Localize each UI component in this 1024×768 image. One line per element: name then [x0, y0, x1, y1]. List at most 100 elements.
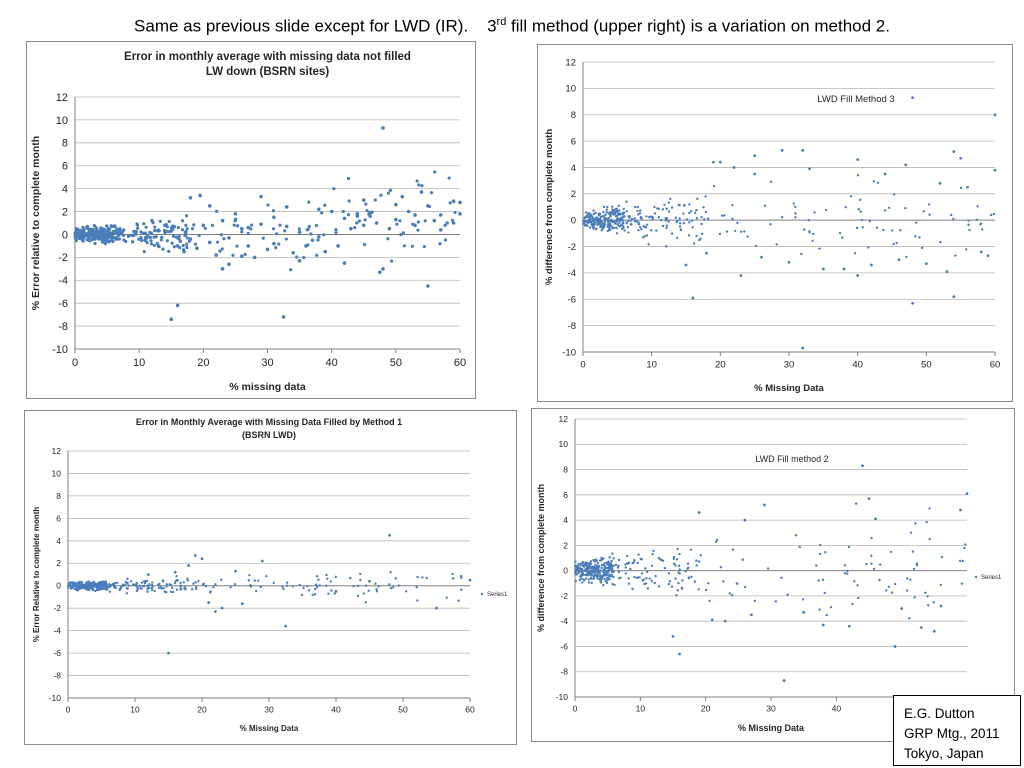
- data-point: [185, 236, 190, 240]
- data-point: [787, 260, 791, 264]
- data-point: [574, 570, 578, 573]
- data-point: [96, 583, 100, 586]
- x-tick-label: 60: [990, 360, 1001, 371]
- data-point: [96, 585, 100, 589]
- data-point: [581, 581, 584, 584]
- data-point: [645, 234, 649, 237]
- data-point: [908, 617, 911, 620]
- data-point: [638, 212, 642, 215]
- data-point: [395, 222, 399, 226]
- data-point: [419, 190, 424, 194]
- data-point: [621, 225, 625, 228]
- data-point: [872, 567, 876, 571]
- data-point: [825, 613, 828, 617]
- data-point: [851, 602, 854, 606]
- chart-subtitle: LW down (BSRN sites): [206, 66, 329, 78]
- data-point: [347, 199, 351, 203]
- data-point: [99, 585, 103, 589]
- data-point: [184, 223, 188, 227]
- data-point: [116, 233, 120, 238]
- data-point: [853, 580, 856, 583]
- data-point: [76, 588, 79, 591]
- data-point: [665, 217, 669, 220]
- data-point: [233, 212, 238, 216]
- data-point: [952, 295, 956, 299]
- data-point: [753, 154, 757, 157]
- data-point: [284, 624, 288, 628]
- y-tick-label: -2: [568, 242, 576, 253]
- data-point: [950, 213, 953, 217]
- data-point: [965, 492, 969, 495]
- data-point: [375, 587, 378, 591]
- data-point: [913, 596, 916, 599]
- data-point: [583, 569, 586, 572]
- data-point: [161, 580, 165, 583]
- data-point: [144, 225, 148, 229]
- data-point: [697, 588, 700, 591]
- data-point: [310, 238, 315, 242]
- data-point: [285, 584, 289, 587]
- data-point: [249, 227, 253, 231]
- data-point: [175, 574, 178, 578]
- data-point: [94, 589, 97, 593]
- data-point: [706, 217, 710, 220]
- data-point: [175, 588, 179, 591]
- data-point: [227, 236, 231, 240]
- data-point: [386, 237, 390, 241]
- data-point: [602, 584, 605, 587]
- data-point: [584, 223, 588, 227]
- data-point: [355, 214, 360, 218]
- data-point: [142, 580, 146, 583]
- data-point: [200, 557, 204, 561]
- data-point: [731, 217, 734, 221]
- y-tick-label: 10: [56, 115, 68, 127]
- data-point: [624, 563, 627, 566]
- data-point: [117, 237, 122, 241]
- data-point: [906, 577, 909, 580]
- data-point: [661, 224, 665, 228]
- y-tick-label: 6: [56, 513, 61, 523]
- data-point: [468, 578, 472, 582]
- data-point: [803, 228, 806, 231]
- data-point: [413, 223, 417, 228]
- data-point: [818, 552, 822, 556]
- data-point: [145, 235, 149, 240]
- data-point: [651, 216, 655, 219]
- data-point: [146, 590, 149, 593]
- y-tick-label: 2: [56, 558, 61, 568]
- data-point: [246, 231, 250, 236]
- data-point: [668, 579, 672, 583]
- data-point: [847, 545, 851, 549]
- data-point: [357, 219, 361, 223]
- data-point: [167, 219, 171, 224]
- data-point: [184, 229, 188, 234]
- data-point: [447, 176, 451, 180]
- data-point: [180, 219, 185, 223]
- data-point: [425, 576, 428, 580]
- data-point: [450, 218, 455, 222]
- data-point: [134, 232, 138, 236]
- data-point: [243, 252, 247, 256]
- data-point: [70, 584, 73, 588]
- data-point: [272, 241, 276, 246]
- data-point: [194, 587, 198, 591]
- data-point: [240, 254, 244, 259]
- y-tick-label: 8: [563, 465, 568, 475]
- data-point: [99, 582, 103, 585]
- data-point: [637, 228, 640, 232]
- data-point: [253, 579, 256, 582]
- data-point: [451, 572, 454, 576]
- y-tick-label: -10: [49, 693, 62, 703]
- data-point: [594, 211, 597, 215]
- chart-unfilled-svg: -10 -8 -6 -4 -2 0 2 4 6 8 10 12 0 10 20 30 40 50 60 Error i…: [30, 51, 466, 393]
- data-point: [87, 232, 91, 236]
- x-tick-label: 50: [921, 360, 932, 371]
- data-point: [277, 242, 281, 246]
- data-point: [105, 224, 109, 228]
- data-point: [438, 242, 442, 246]
- data-point: [856, 274, 860, 277]
- data-point: [607, 560, 610, 563]
- data-point: [739, 274, 743, 277]
- data-point: [938, 181, 942, 185]
- data-point: [741, 558, 744, 561]
